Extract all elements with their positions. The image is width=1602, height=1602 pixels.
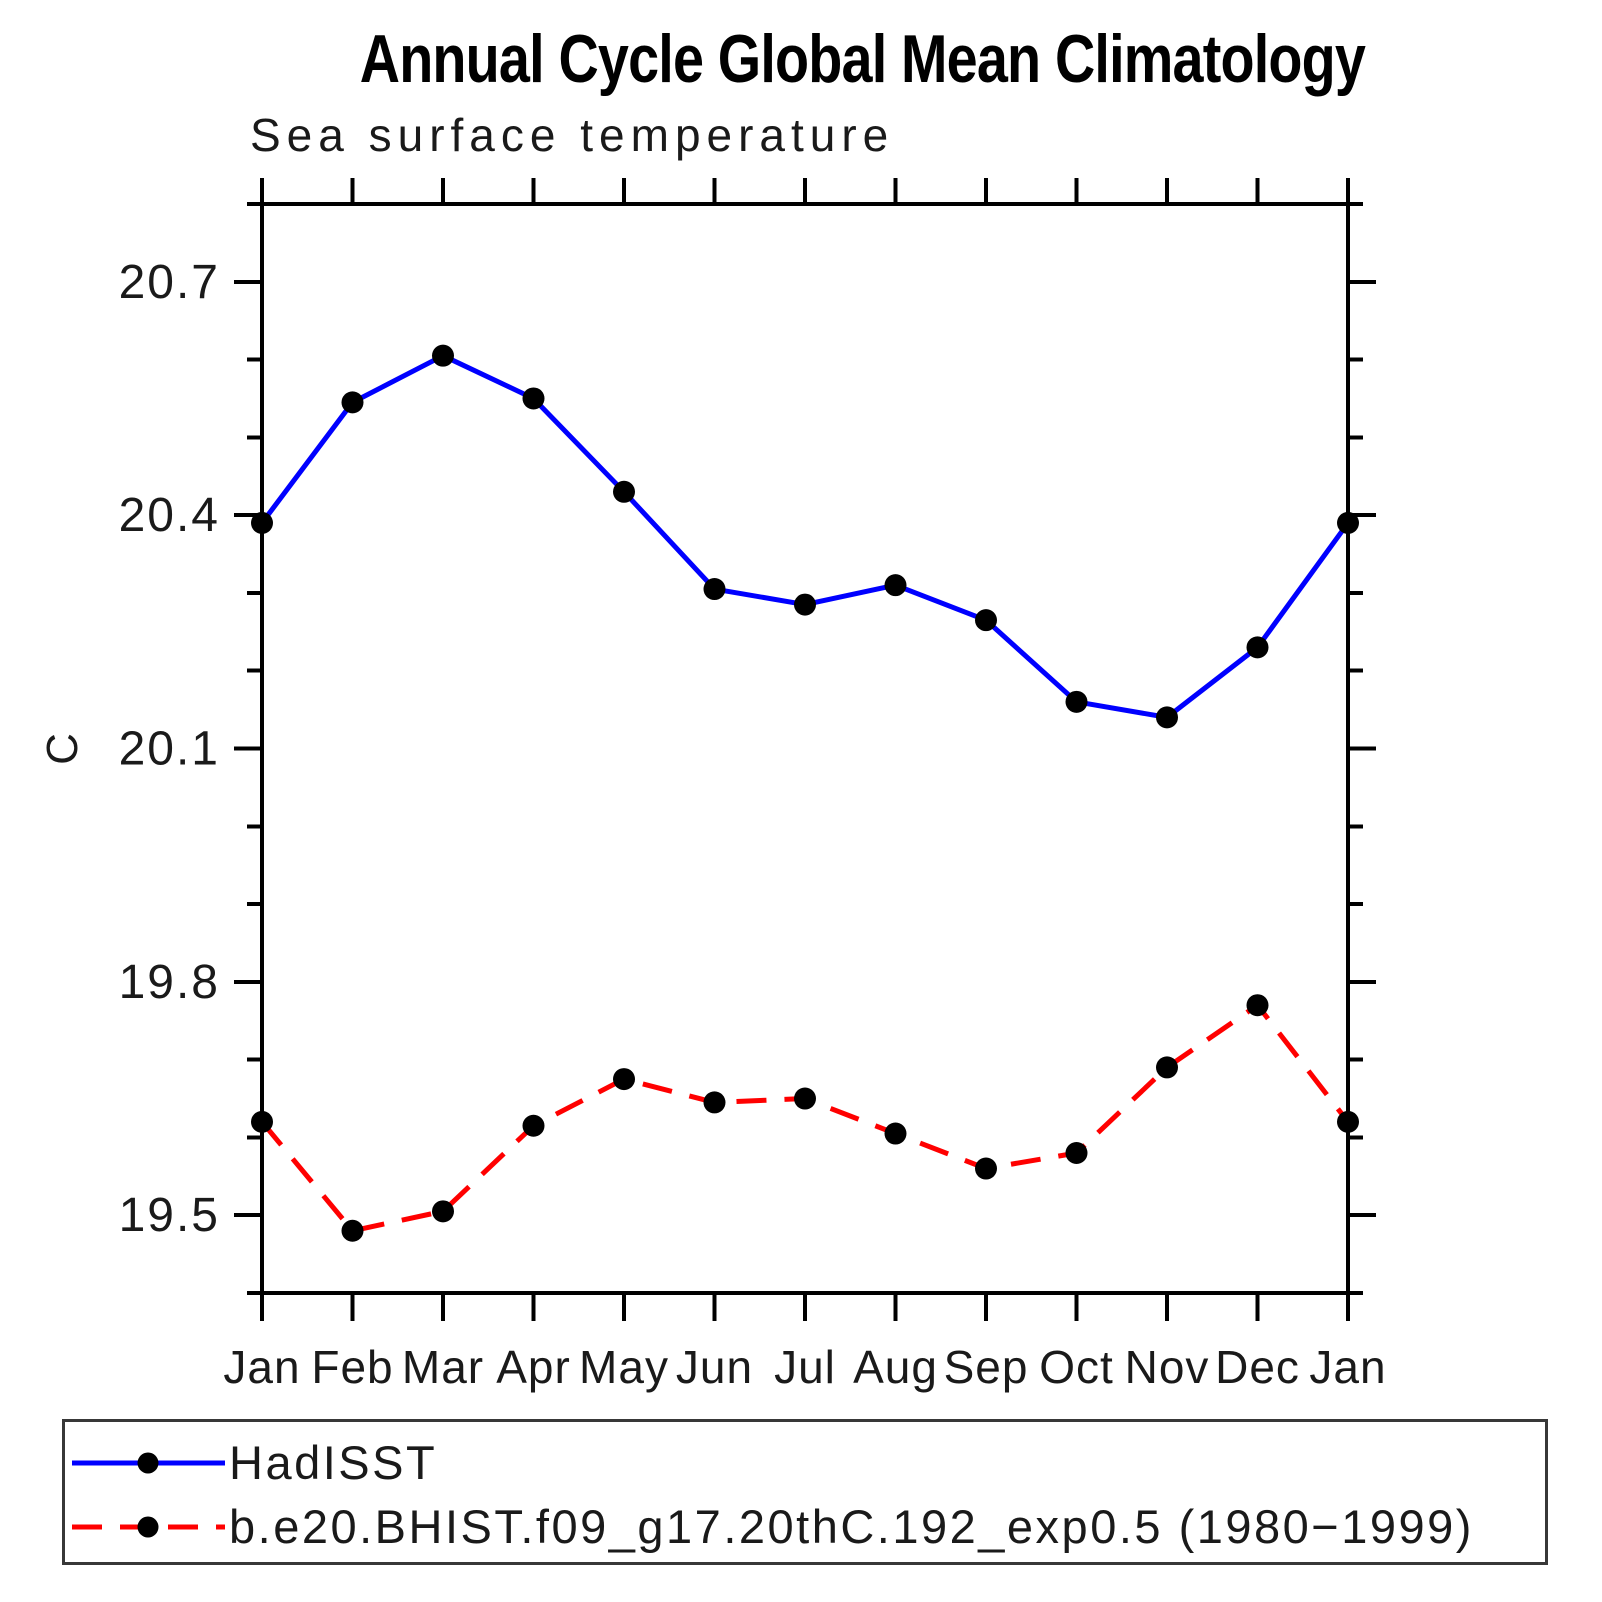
x-tick-label: Jan (1309, 1341, 1386, 1393)
series-marker-0 (522, 387, 545, 410)
chart-title: Annual Cycle Global Mean Climatology (359, 21, 1366, 97)
x-tick-label: Jun (676, 1341, 753, 1393)
x-tick-label: Jan (223, 1341, 300, 1393)
x-tick-label: Mar (402, 1341, 484, 1393)
series-marker-0 (613, 480, 635, 503)
x-tick-label: Jul (774, 1341, 836, 1393)
legend-row-model: b.e20.BHIST.f09_g17.20thC.192_exp0.5 (19… (69, 1500, 1474, 1553)
y-tick-label: 19.5 (119, 1189, 220, 1242)
series-marker-0 (1337, 511, 1359, 534)
legend-swatch-hadisst (72, 1452, 225, 1474)
y-tick-label: 20.1 (119, 723, 220, 776)
legend-label-hadisst: HadISST (229, 1436, 438, 1489)
series-marker-0 (1246, 636, 1269, 659)
series-marker-0 (703, 578, 726, 601)
series-marker-1 (1246, 994, 1269, 1017)
legend-label-model: b.e20.BHIST.f09_g17.20thC.192_exp0.5 (19… (229, 1500, 1474, 1553)
series-marker-1 (1065, 1141, 1088, 1164)
y-tick-label: 20.7 (119, 256, 220, 309)
series-marker-1 (251, 1110, 273, 1133)
x-tick-label: Apr (496, 1341, 571, 1393)
x-tick-label: May (579, 1341, 669, 1393)
x-tick-label: Aug (853, 1341, 938, 1393)
series-marker-1 (975, 1157, 997, 1180)
series-marker-0 (432, 344, 454, 367)
legend-marker-sample (137, 1452, 159, 1474)
series-marker-1 (703, 1091, 726, 1114)
legend-swatch-model (72, 1516, 225, 1538)
series-marker-1 (432, 1200, 454, 1223)
series-marker-0 (884, 574, 907, 597)
y-tick-label: 20.4 (119, 489, 220, 542)
series-marker-1 (1156, 1056, 1178, 1079)
x-tick-label: Feb (311, 1341, 393, 1393)
legend-box: HadISST b.e20.BHIST.f09_g17.20thC.192_ex… (62, 1419, 1548, 1565)
series-marker-1 (613, 1068, 635, 1091)
x-tick-label: Nov (1125, 1341, 1210, 1393)
y-tick-label: 19.8 (119, 956, 220, 1009)
axes-group (234, 178, 1376, 1321)
series-line-0 (260, 353, 1351, 720)
series-line-1 (260, 1002, 1350, 1234)
series-marker-1 (884, 1122, 907, 1145)
x-tick-label: Dec (1215, 1341, 1300, 1393)
series-marker-0 (1065, 690, 1088, 713)
series-marker-1 (1337, 1110, 1359, 1133)
series-marker-1 (341, 1219, 364, 1242)
series-marker-0 (1156, 706, 1178, 729)
series-marker-1 (794, 1087, 816, 1110)
chart-subtitle: Sea surface temperature (250, 109, 895, 161)
series-marker-0 (975, 609, 997, 632)
series-marker-1 (522, 1114, 545, 1137)
plot-frame (260, 202, 1350, 1295)
legend-marker-sample (137, 1516, 159, 1538)
legend-row-hadisst: HadISST (69, 1436, 438, 1489)
series-marker-0 (341, 391, 364, 414)
x-tick-label: Oct (1039, 1341, 1114, 1393)
series-marker-0 (794, 593, 816, 616)
series-marker-0 (251, 511, 273, 534)
x-tick-label: Sep (944, 1341, 1029, 1393)
